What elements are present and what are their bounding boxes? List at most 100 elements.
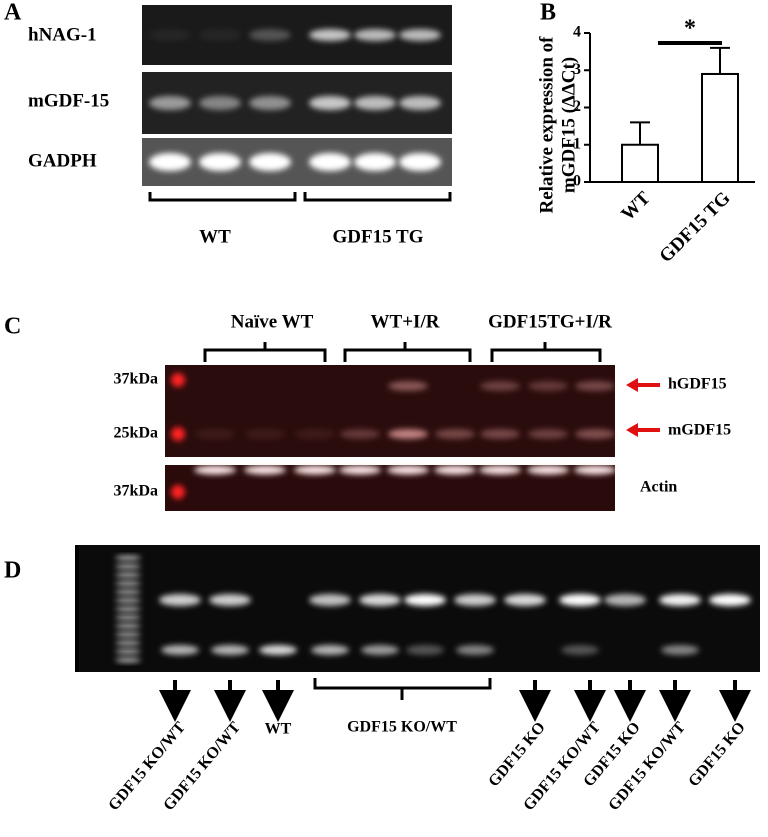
group-label: GDF15 TG	[333, 226, 424, 247]
gel-band	[115, 649, 141, 654]
gel-band	[480, 429, 520, 439]
gel-band	[249, 153, 291, 171]
gel-band	[115, 573, 141, 577]
band-label: Actin	[640, 479, 677, 496]
x-tick-label: WT	[617, 188, 654, 225]
gel-band	[295, 429, 335, 439]
gel-band	[311, 645, 349, 655]
gel-band	[339, 465, 381, 475]
gel-band	[115, 632, 141, 637]
gel-band	[406, 645, 444, 655]
y-tick-label: 0	[573, 173, 581, 190]
gel-band	[479, 465, 521, 475]
row-label: mGDF-15	[28, 90, 109, 111]
gel-band	[115, 658, 141, 662]
gel-band	[309, 96, 351, 110]
panel-label: A	[4, 0, 22, 26]
gel-band	[340, 429, 380, 439]
gel-band	[199, 153, 241, 171]
gel-band	[504, 594, 546, 606]
annotation: *	[684, 16, 696, 42]
y-tick-label: 1	[573, 135, 581, 152]
bracket	[313, 678, 492, 700]
panel-label: D	[4, 558, 21, 584]
panel-label: B	[540, 0, 556, 26]
gel-band	[434, 465, 476, 475]
gel-band	[354, 96, 396, 110]
gel-band	[115, 581, 141, 586]
gel-band	[388, 429, 428, 439]
gel-band	[159, 594, 201, 606]
group-label: GDF15TG+I/R	[488, 311, 612, 332]
gel-band	[454, 594, 496, 606]
gel-band	[149, 153, 191, 171]
marker-label: 37kDa	[114, 371, 158, 388]
gel-band	[171, 427, 185, 441]
gel-band	[115, 590, 141, 594]
gel-edge	[75, 545, 79, 672]
gel-band	[115, 607, 141, 611]
gel-band	[161, 645, 199, 655]
gel-band	[575, 429, 615, 439]
gel-band	[361, 645, 399, 655]
gel-band	[388, 381, 428, 391]
bracket	[203, 342, 602, 362]
gel-band	[399, 96, 441, 110]
bracket	[148, 192, 452, 202]
gel-band	[115, 624, 141, 628]
gel-band	[211, 645, 249, 655]
gel-band	[294, 465, 336, 475]
y-tick-label: 3	[573, 61, 581, 78]
marker-label: 37kDa	[114, 483, 158, 500]
gel-band	[194, 465, 236, 475]
gel-band	[115, 564, 141, 569]
gel-band	[387, 465, 429, 475]
gel-band	[115, 556, 141, 560]
blot	[165, 365, 615, 457]
gel-band	[244, 465, 286, 475]
gel-band	[249, 96, 291, 110]
row-label: GADPH	[28, 150, 97, 171]
gel-band	[309, 29, 351, 41]
gel-band	[245, 429, 285, 439]
gel-band	[259, 645, 297, 655]
gel-band	[309, 153, 351, 171]
gel-band	[149, 96, 191, 110]
gel-band	[709, 594, 751, 606]
bar	[621, 143, 659, 183]
gel-band	[354, 29, 396, 41]
y-axis-label: Relative expression of	[536, 36, 557, 214]
y-axis-label: mGDF15 (ΔΔCt)	[558, 57, 579, 193]
gel-band	[561, 645, 599, 655]
gel-band	[480, 381, 520, 391]
gel-band	[171, 485, 185, 499]
bar	[701, 72, 739, 183]
gel-band	[574, 465, 616, 475]
gel-band	[527, 465, 569, 475]
panel-label: C	[4, 314, 21, 340]
y-tick-label: 2	[573, 98, 581, 115]
gel-band	[404, 594, 446, 606]
gel-band	[115, 598, 141, 603]
gel-band	[399, 29, 441, 41]
y-tick-label: 4	[573, 24, 581, 41]
marker-label: 25kDa	[114, 425, 158, 442]
gel-band	[528, 429, 568, 439]
group-label: Naïve WT	[231, 311, 314, 332]
gel-band	[149, 29, 191, 41]
gel-band	[309, 594, 351, 606]
group-label: WT+I/R	[371, 311, 440, 332]
gel-band	[604, 594, 646, 606]
x-tick-label: GDF15 TG	[655, 188, 734, 267]
gel-band	[199, 29, 241, 41]
band-label: hGDF15	[668, 376, 727, 393]
gel-band	[661, 645, 699, 655]
row-label: hNAG-1	[28, 24, 97, 45]
lane-label: GDF15 KO	[685, 719, 749, 790]
gel-band	[359, 594, 401, 606]
lane-label: GDF15 KO/WT	[347, 719, 457, 736]
gel-band	[399, 153, 441, 171]
gel-band	[195, 429, 235, 439]
gel-band	[115, 641, 141, 645]
